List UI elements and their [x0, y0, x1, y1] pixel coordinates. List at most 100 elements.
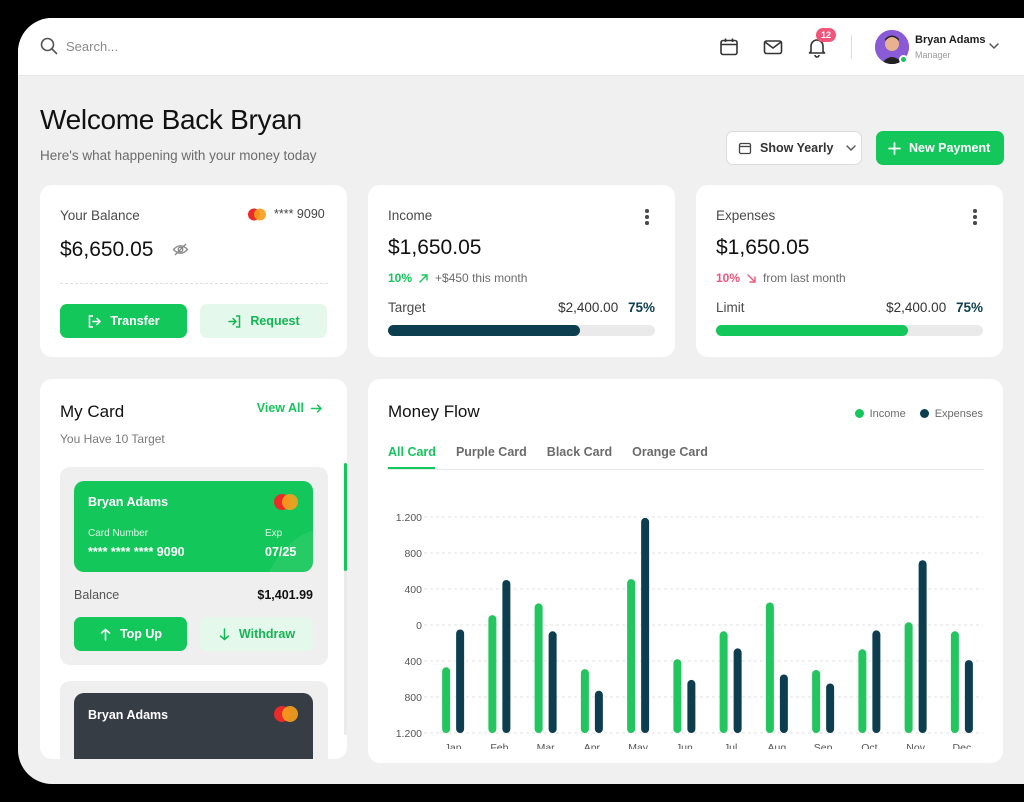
- top-up-button[interactable]: Top Up: [74, 617, 187, 651]
- legend-income: Income: [854, 408, 906, 420]
- x-tick-label: Apr: [584, 742, 601, 749]
- calendar-icon[interactable]: [718, 36, 740, 58]
- online-status-dot: [899, 55, 908, 64]
- arrow-up-icon: [100, 628, 111, 641]
- card-item: Bryan Adams: [60, 681, 328, 759]
- bar-expenses-oct: [872, 630, 881, 733]
- income-change-pct: 10%: [388, 271, 413, 285]
- bar-income-sep: [812, 670, 821, 733]
- bar-expenses-sep: [826, 683, 835, 733]
- user-name: Bryan Adams: [915, 34, 986, 46]
- balance-divider: [60, 283, 328, 284]
- tab-all-card[interactable]: All Card: [388, 445, 436, 459]
- arrow-down-right-icon: [747, 273, 756, 283]
- withdraw-label: Withdraw: [238, 627, 296, 641]
- more-options-icon[interactable]: [645, 209, 649, 227]
- tab-orange-card[interactable]: Orange Card: [632, 445, 708, 459]
- bar-income-aug: [765, 602, 774, 733]
- scrollbar-track[interactable]: [344, 463, 347, 735]
- balance-amount: $6,650.05: [60, 238, 154, 261]
- tab-purple-card[interactable]: Purple Card: [455, 445, 527, 459]
- period-select-button[interactable]: Show Yearly: [726, 131, 862, 165]
- income-label: Income: [388, 208, 433, 223]
- card-item: Bryan Adams Card Number **** **** **** 9…: [60, 467, 328, 665]
- transfer-label: Transfer: [110, 314, 160, 328]
- credit-card-dark[interactable]: Bryan Adams: [74, 693, 313, 759]
- legend-expenses: Expenses: [919, 408, 983, 420]
- chart-legend: Income Expenses: [854, 408, 983, 420]
- credit-card-green[interactable]: Bryan Adams Card Number **** **** **** 9…: [74, 481, 313, 572]
- target-pct: 75%: [627, 300, 655, 315]
- target-values: $2,400.00 75%: [558, 300, 655, 315]
- card-number: **** **** **** 9090: [88, 545, 185, 559]
- limit-progress-fill: [716, 325, 909, 336]
- bar-income-mar: [534, 603, 543, 733]
- my-card-subtitle: You Have 10 Target: [60, 432, 165, 446]
- bar-expenses-apr: [594, 690, 603, 733]
- topbar-divider: [851, 35, 852, 59]
- card-tabs: All Card Purple Card Black Card Orange C…: [388, 445, 708, 459]
- request-button[interactable]: Request: [200, 304, 327, 338]
- y-tick-label: 800: [404, 548, 422, 560]
- x-tick-label: Dec: [953, 742, 972, 749]
- scrollbar-thumb[interactable]: [344, 463, 347, 571]
- money-flow-panel: Money Flow Income Expenses All Card Purp…: [368, 379, 1003, 763]
- eye-off-icon[interactable]: [172, 241, 189, 258]
- legend-expenses-label: Expenses: [934, 408, 983, 420]
- new-payment-label: New Payment: [909, 141, 991, 155]
- withdraw-button[interactable]: Withdraw: [200, 617, 313, 651]
- income-amount: $1,650.05: [388, 236, 482, 259]
- period-select-label: Show Yearly: [760, 141, 834, 155]
- card-number-label: Card Number: [88, 528, 149, 539]
- plus-icon: [888, 141, 901, 155]
- expenses-change: 10% from last month: [716, 271, 846, 285]
- bar-expenses-feb: [502, 580, 511, 733]
- bar-income-apr: [580, 669, 589, 733]
- income-change-text: +$450 this month: [435, 271, 528, 285]
- y-tick-label: 1.200: [396, 512, 422, 524]
- x-tick-label: Sep: [814, 742, 833, 749]
- legend-income-label: Income: [869, 408, 906, 420]
- page-subtitle: Here's what happening with your money to…: [40, 148, 317, 163]
- expenses-change-pct: 10%: [716, 271, 741, 285]
- more-options-icon[interactable]: [973, 209, 977, 227]
- user-role: Manager: [915, 50, 951, 60]
- bar-income-jul: [719, 631, 728, 733]
- bar-expenses-mar: [548, 631, 557, 733]
- x-tick-label: Jan: [445, 742, 462, 749]
- arrow-up-right-icon: [419, 273, 428, 283]
- chevron-down-icon[interactable]: [988, 40, 1000, 52]
- new-payment-button[interactable]: New Payment: [876, 131, 1004, 165]
- chevron-down-icon: [846, 145, 857, 151]
- transfer-button[interactable]: Transfer: [60, 304, 187, 338]
- mail-icon[interactable]: [762, 36, 784, 58]
- top-bar: Search... 12 Bryan Adams Manager: [18, 18, 1024, 76]
- request-icon: [228, 314, 241, 328]
- arrow-right-icon: [310, 403, 323, 413]
- expenses-card: Expenses $1,650.05 10% from last month L…: [696, 185, 1003, 357]
- tab-black-card[interactable]: Black Card: [546, 445, 613, 459]
- bar-expenses-may: [641, 517, 650, 733]
- bar-expenses-jun: [687, 679, 696, 733]
- x-tick-label: Jun: [676, 742, 693, 749]
- card-exp: 07/25: [265, 545, 297, 559]
- limit-amount: $2,400.00: [886, 300, 947, 315]
- top-up-label: Top Up: [119, 627, 163, 641]
- request-label: Request: [250, 314, 300, 328]
- bar-expenses-aug: [779, 674, 788, 733]
- search-input[interactable]: Search...: [66, 38, 119, 54]
- view-all-link[interactable]: View All: [257, 401, 323, 415]
- x-tick-label: Feb: [490, 742, 508, 749]
- expenses-change-text: from last month: [763, 271, 846, 285]
- card-balance: $1,401.99: [257, 588, 313, 602]
- y-tick-label: 400: [404, 656, 422, 668]
- app-screen: Search... 12 Bryan Adams Manager Welcome…: [18, 18, 1024, 784]
- target-label: Target: [388, 300, 426, 315]
- search-bar[interactable]: Search...: [40, 37, 118, 55]
- notification-badge: 12: [816, 28, 837, 42]
- x-tick-label: Jul: [724, 742, 737, 749]
- card-exp-label: Exp: [265, 528, 283, 539]
- card-balance-label: Balance: [74, 588, 120, 602]
- y-tick-label: 0: [416, 620, 422, 632]
